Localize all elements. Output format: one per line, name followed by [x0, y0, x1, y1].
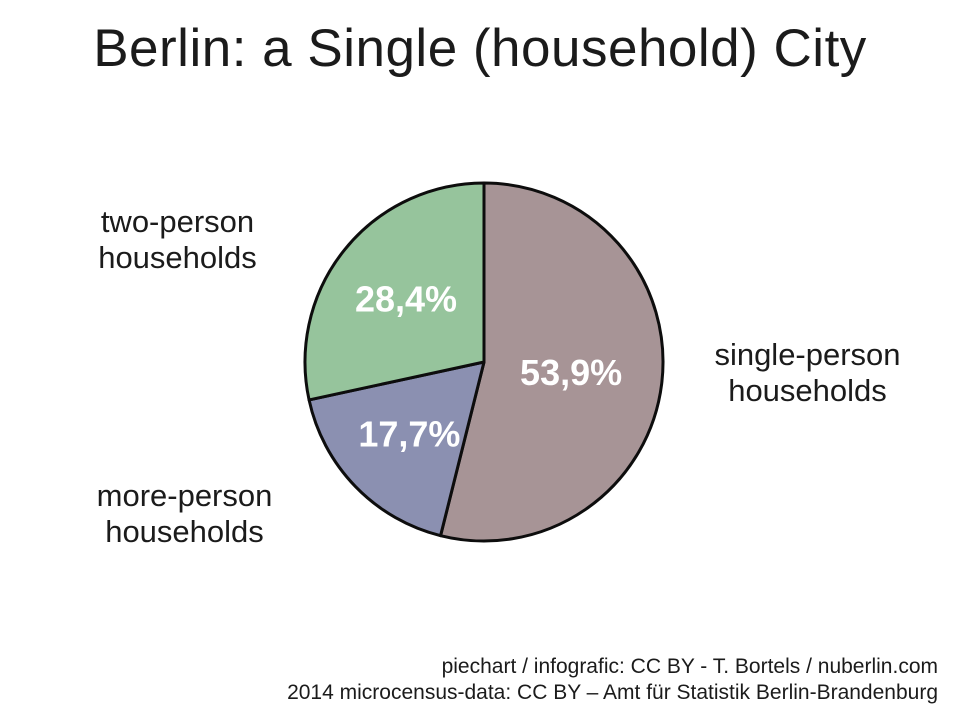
pie-slice-two-person-households: [303, 181, 486, 402]
credits: piechart / infografic: CC BY - T. Bortel…: [287, 654, 938, 706]
slice-category-label-single-person: single-person households: [670, 337, 945, 409]
pie-chart-area: 53,9% 17,7% 28,4%: [301, 179, 667, 545]
slice-category-label-line: more-person: [96, 478, 273, 513]
slice-value-label: 17,7%: [358, 414, 460, 455]
slice-category-label-line: households: [728, 373, 887, 408]
slice-category-label-two-person: two-person households: [40, 204, 315, 276]
slice-value-label: 28,4%: [355, 279, 457, 320]
credits-line-2: 2014 microcensus-data: CC BY – Amt für S…: [287, 681, 938, 704]
pie-slice-more-person-households: [307, 360, 486, 538]
pie-chart: 53,9% 17,7% 28,4%: [303, 181, 665, 543]
pie-slice-single-person-households: [439, 181, 665, 543]
slice-value-label: 53,9%: [520, 352, 622, 393]
chart-title: Berlin: a Single (household) City: [93, 19, 867, 78]
credits-line-1: piechart / infografic: CC BY - T. Bortel…: [441, 655, 938, 678]
slice-category-label-more-person: more-person households: [47, 478, 322, 550]
slice-category-label-line: households: [105, 514, 264, 549]
slice-category-label-line: households: [98, 240, 257, 275]
slice-category-label-line: single-person: [714, 337, 901, 372]
slice-category-label-line: two-person: [100, 204, 255, 239]
